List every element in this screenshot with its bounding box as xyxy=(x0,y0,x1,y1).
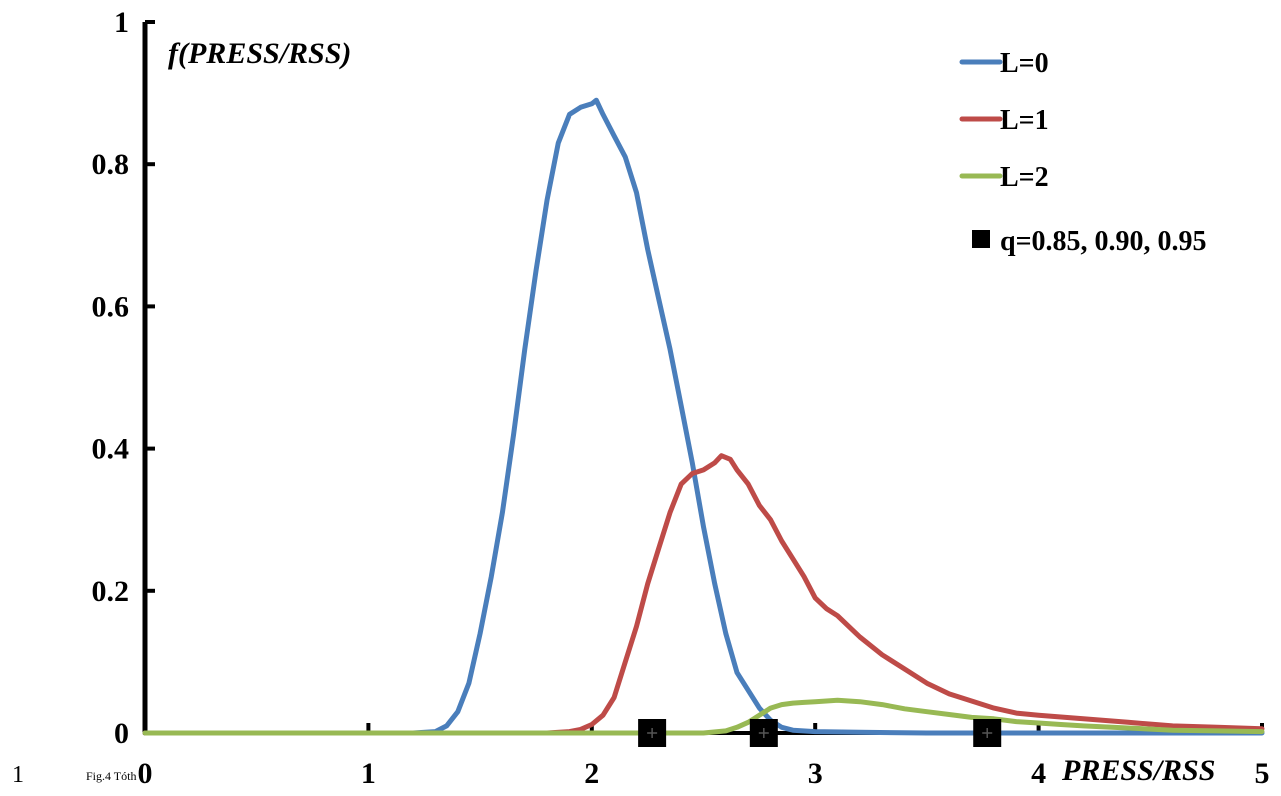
series-line-l1 xyxy=(142,453,1265,736)
series-line-l0 xyxy=(142,97,1265,736)
marker-layer xyxy=(638,719,1002,747)
y-axis-title: f(PRESS/RSS) xyxy=(168,37,351,70)
quantile-marker-cross xyxy=(647,728,658,738)
quantile-marker-cross xyxy=(758,728,769,738)
legend: L=0 L=1 L=2 q=0.85, 0.90, 0.95 xyxy=(959,48,1207,257)
legend-label: L=1 xyxy=(1000,105,1049,136)
y-tick-label: 0.4 xyxy=(92,433,130,466)
x-axis-title: PRESS/RSS xyxy=(1061,754,1215,787)
figure-caption: Fig.4 Tóth xyxy=(86,769,136,783)
legend-label: q=0.85, 0.90, 0.95 xyxy=(1000,226,1207,257)
y-tick-label: 0.2 xyxy=(92,575,130,608)
labels-layer: f(PRESS/RSS) PRESS/RSS 1 Fig.4 Tóth xyxy=(12,37,1215,788)
y-tick-label: 0 xyxy=(114,717,129,750)
x-tick-label: 2 xyxy=(584,757,599,790)
line-number: 1 xyxy=(12,762,24,788)
y-tick-label: 0.6 xyxy=(92,290,130,323)
x-tick-label: 1 xyxy=(361,757,376,790)
series-line-l2 xyxy=(142,697,1265,736)
x-tick-label: 3 xyxy=(808,757,823,790)
y-tick-label: 0.8 xyxy=(92,148,130,181)
quantile-marker-cross xyxy=(982,728,993,738)
x-tick-label: 5 xyxy=(1255,757,1270,790)
y-tick-label: 1 xyxy=(114,6,129,39)
legend-marker-swatch xyxy=(972,230,990,248)
x-tick-label: 0 xyxy=(138,757,153,790)
series-layer xyxy=(142,97,1265,736)
legend-label: L=0 xyxy=(1000,48,1049,79)
legend-label: L=2 xyxy=(1000,162,1049,193)
x-tick-label: 4 xyxy=(1031,757,1046,790)
